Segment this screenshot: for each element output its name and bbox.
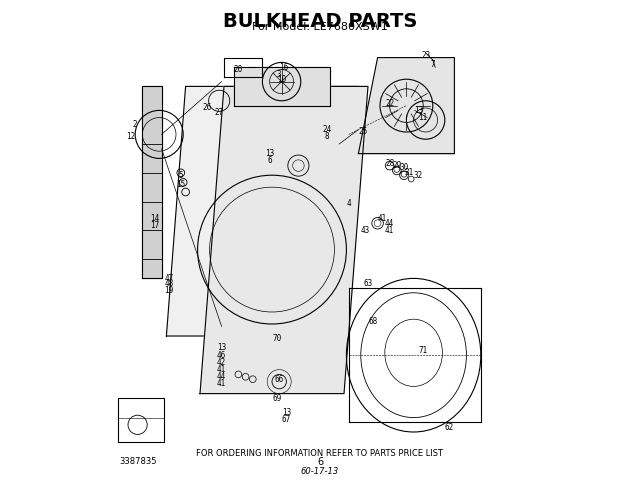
Text: 12: 12	[126, 132, 135, 141]
Text: 48: 48	[164, 279, 173, 288]
Text: 60-17-13: 60-17-13	[301, 467, 339, 476]
Text: 47: 47	[164, 274, 173, 283]
Text: 29: 29	[392, 161, 401, 170]
Text: 14: 14	[150, 214, 159, 223]
Text: 30: 30	[399, 164, 408, 172]
Text: 13: 13	[217, 344, 226, 352]
Polygon shape	[166, 86, 358, 336]
Text: 15: 15	[176, 180, 186, 189]
Text: 11: 11	[419, 113, 428, 122]
Text: 68: 68	[368, 317, 378, 326]
Polygon shape	[234, 67, 330, 106]
Text: 43: 43	[361, 226, 370, 235]
Text: 62: 62	[445, 423, 454, 432]
Text: 28: 28	[385, 159, 394, 168]
Text: 42: 42	[217, 358, 226, 367]
Text: 25: 25	[358, 128, 368, 136]
Text: 44: 44	[385, 219, 394, 228]
Text: 5: 5	[179, 171, 183, 180]
Text: 32: 32	[414, 171, 423, 180]
Text: 41: 41	[217, 380, 226, 388]
Text: 46: 46	[217, 351, 226, 360]
Text: 4: 4	[346, 200, 351, 208]
Text: 8: 8	[325, 132, 330, 141]
Text: 19: 19	[164, 286, 173, 295]
Text: 31: 31	[404, 168, 413, 177]
Text: 41: 41	[217, 365, 226, 374]
Polygon shape	[358, 58, 454, 154]
Text: 7: 7	[431, 60, 435, 69]
Text: FOR ORDERING INFORMATION REFER TO PARTS PRICE LIST: FOR ORDERING INFORMATION REFER TO PARTS …	[196, 449, 444, 458]
Text: 13: 13	[265, 149, 274, 158]
Text: 16: 16	[280, 63, 289, 72]
Text: 13: 13	[282, 408, 291, 417]
Text: 22: 22	[385, 99, 394, 108]
Text: 24: 24	[323, 125, 332, 134]
Text: For Model: LE7680XSW1: For Model: LE7680XSW1	[252, 22, 388, 32]
Text: 2: 2	[133, 120, 138, 129]
Text: 67: 67	[282, 416, 291, 424]
Text: 41: 41	[378, 214, 387, 223]
Text: 6: 6	[317, 457, 323, 467]
Text: 44: 44	[217, 372, 226, 381]
Text: 3: 3	[277, 70, 282, 79]
Text: 20: 20	[234, 65, 243, 74]
Text: 66: 66	[275, 375, 284, 384]
Text: 6: 6	[268, 156, 272, 165]
Polygon shape	[200, 86, 368, 394]
Text: BULKHEAD PARTS: BULKHEAD PARTS	[223, 12, 417, 31]
Text: 69: 69	[272, 394, 282, 403]
Text: 71: 71	[419, 346, 428, 355]
Text: 70: 70	[272, 334, 282, 343]
Text: 23: 23	[421, 51, 430, 60]
Text: 3387835: 3387835	[119, 457, 156, 466]
Text: 17: 17	[150, 221, 159, 230]
Text: 63: 63	[364, 279, 372, 288]
Text: 10: 10	[277, 75, 286, 84]
Text: 13: 13	[414, 106, 423, 115]
Text: 27: 27	[214, 108, 224, 117]
Polygon shape	[143, 86, 162, 278]
Text: 41: 41	[385, 226, 394, 235]
Text: 26: 26	[203, 104, 212, 112]
